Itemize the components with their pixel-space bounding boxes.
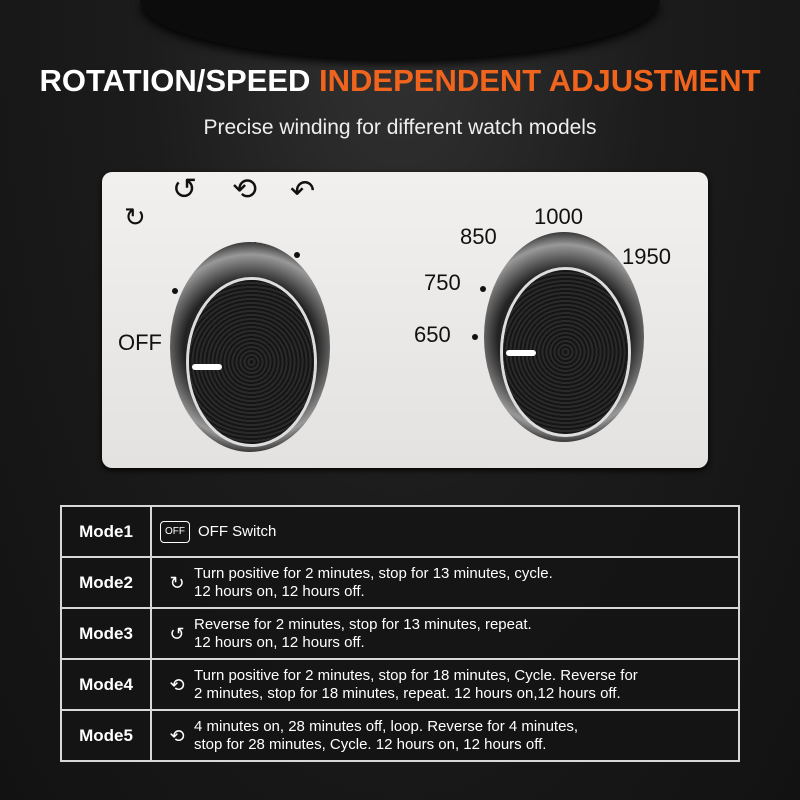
table-row: Mode4 ⟲ Turn positive for 2 minutes, stop … xyxy=(60,658,740,711)
mode-name: Mode3 xyxy=(60,607,152,660)
mode-description: Reverse for 2 minutes, stop for 13 minut… xyxy=(194,615,532,651)
speed-label-850: 850 xyxy=(460,224,497,249)
rotate-both-alt-icon: ↶ xyxy=(290,175,316,208)
speed-label-1950: 1950 xyxy=(622,244,671,269)
subtitle: Precise winding for different watch mode… xyxy=(203,116,597,139)
mode-name: Mode5 xyxy=(60,709,152,762)
mode-description: Turn positive for 2 minutes, stop for 18… xyxy=(194,666,638,702)
modes-table: Mode1 OFF OFF Switch Mode2 ↻ Turn positive f… xyxy=(60,505,740,762)
mode-description: 4 minutes on, 28 minutes off, loop. Reve… xyxy=(194,717,579,753)
mode-description: OFF Switch xyxy=(198,522,277,540)
mode-name: Mode2 xyxy=(60,556,152,609)
knob-indicator xyxy=(506,349,537,356)
table-row: Mode3 ↺ Reverse for 2 minutes, stop for 13… xyxy=(60,607,740,660)
mode-description: Turn positive for 2 minutes, stop for 13… xyxy=(194,564,553,600)
rotate-clockwise-icon: ↻ xyxy=(169,572,185,593)
mode-dot xyxy=(172,288,178,294)
mode-dot xyxy=(294,252,300,258)
rotate-counterclockwise-icon: ↺ xyxy=(169,623,185,644)
table-row: Mode2 ↻ Turn positive for 2 minutes, stop … xyxy=(60,556,740,609)
control-panel: ↻ ↺ ⟲ ↶ OFF 650 750 850 1000 1950 xyxy=(102,172,708,468)
headline: ROTATION/SPEED INDEPENDENT ADJUSTMENT xyxy=(39,63,761,98)
rotate-counterclockwise-icon: ↺ xyxy=(172,173,198,206)
mode-knob[interactable] xyxy=(170,242,330,452)
off-icon: OFF xyxy=(160,520,190,543)
speed-label-750: 750 xyxy=(424,270,461,295)
mode-label-off: OFF xyxy=(118,330,162,355)
table-row: Mode5 ⟲ 4 minutes on, 28 minutes off, loop… xyxy=(60,709,740,762)
mode-name: Mode4 xyxy=(60,658,152,711)
knob-indicator xyxy=(192,363,223,370)
speed-dot xyxy=(472,334,478,340)
mode-name: Mode1 xyxy=(60,505,152,558)
rotate-both-icon: ⟲ xyxy=(169,674,185,695)
speed-knob[interactable] xyxy=(484,232,644,442)
speed-label-650: 650 xyxy=(414,322,451,347)
rotate-both-icon: ⟲ xyxy=(232,173,258,206)
rotate-clockwise-icon: ↻ xyxy=(124,202,146,232)
speed-dot xyxy=(480,286,486,292)
table-row: Mode1 OFF OFF Switch xyxy=(60,505,740,558)
rotate-both-icon: ⟲ xyxy=(169,725,185,746)
speed-label-1000: 1000 xyxy=(534,204,583,229)
